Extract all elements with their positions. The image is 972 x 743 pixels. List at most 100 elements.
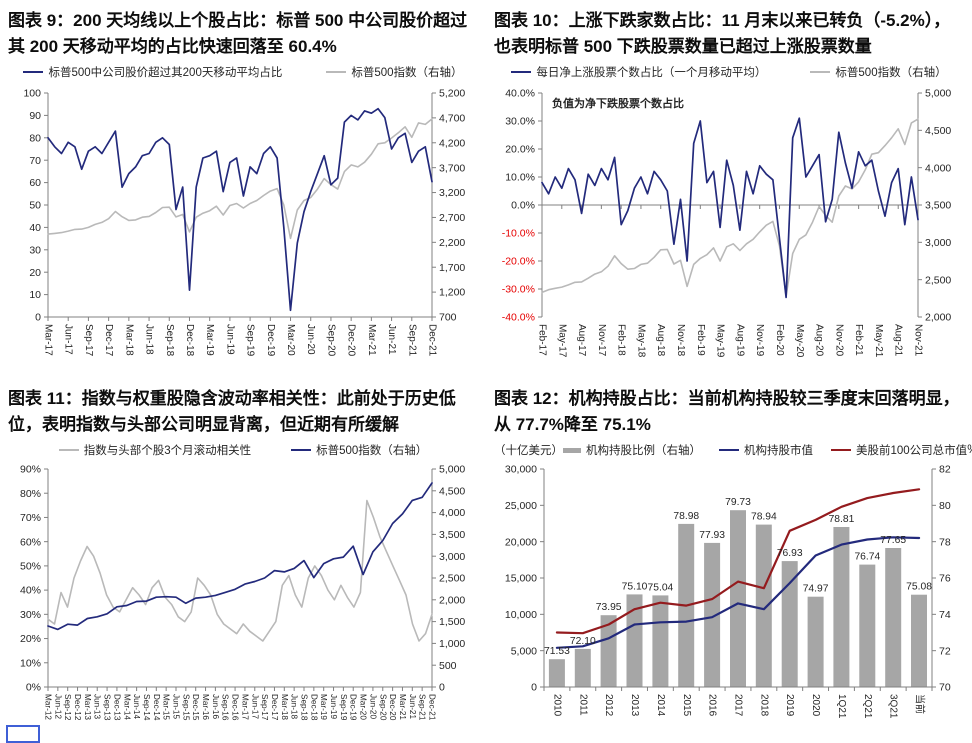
x-tick-label: Mar-16 xyxy=(201,694,210,720)
x-tick-label: 2016 xyxy=(707,694,718,717)
left-axis-tick-label: 20,000 xyxy=(505,536,537,548)
x-tick-label: Jun-21 xyxy=(408,694,417,719)
x-tick-label: Aug-20 xyxy=(814,324,825,357)
x-tick-label: Mar-21 xyxy=(398,694,407,720)
legend-line-swatch xyxy=(326,71,347,73)
right-axis-tick-label: 4,200 xyxy=(439,137,465,149)
left-axis-tick-label: -40.0% xyxy=(502,312,535,324)
legend-label: 美股前100公司总市值 xyxy=(856,445,968,457)
figure-10-chart: 每日净上涨股票个数占比（一个月移动平均） 标普500指数（右轴） 40.0% 30.0… xyxy=(494,63,964,371)
plot-annotation: 负值为净下跌股票个数占比 xyxy=(552,96,684,110)
x-tick-label: 2019 xyxy=(784,694,795,717)
bar xyxy=(807,596,824,687)
x-tick-label: 2015 xyxy=(681,694,692,717)
right-axis-tick-label: 4,000 xyxy=(925,162,951,174)
left-axis-tick-label: 0 xyxy=(35,312,41,324)
x-tick-label: Nov-18 xyxy=(675,324,686,357)
left-axis-tick-label: 5,000 xyxy=(511,645,537,657)
left-axis-tick-label: 30,000 xyxy=(505,464,537,476)
x-tick-label: Dec-18 xyxy=(184,324,195,357)
right-axis-tick-label: 4,500 xyxy=(925,125,951,137)
series-line xyxy=(47,482,433,631)
x-tick-label: May-18 xyxy=(635,324,646,358)
left-axis-tick-label: 0 xyxy=(531,682,537,694)
legend-label: 机构持股市值 xyxy=(744,445,813,457)
bar-value-label: 76.93 xyxy=(777,548,803,559)
bar xyxy=(574,648,591,687)
x-tick-label: Mar-15 xyxy=(162,694,171,720)
x-tick-label: May-20 xyxy=(794,324,805,358)
chart-legend: 每日净上涨股票个数占比（一个月移动平均） 标普500指数（右轴） xyxy=(494,63,964,81)
x-tick-label: Jun-16 xyxy=(211,694,220,719)
panel-figure-10: 图表 10：上涨下跌家数占比：11 月末以来已转负（-5.2%），也表明标普 5… xyxy=(486,0,972,378)
left-axis-tick-label: 40% xyxy=(20,585,41,597)
legend-items: 机构持股比例（右轴） 机构持股市值 美股前100公司总市值 xyxy=(563,442,967,458)
right-axis-tick-label: 4,700 xyxy=(439,112,465,124)
bar xyxy=(730,510,746,687)
bar xyxy=(626,594,643,687)
bar-value-label: 74.97 xyxy=(803,584,829,595)
x-tick-label: 2013 xyxy=(629,694,640,717)
x-tick-label: Jun-17 xyxy=(63,324,74,355)
x-tick-label: Sep-13 xyxy=(103,694,112,721)
legend-item: 标普500指数（右轴） xyxy=(326,64,463,80)
x-tick-label: 2010 xyxy=(551,694,562,717)
right-axis-tick-label: 0 xyxy=(439,682,445,694)
x-tick-label: Dec-14 xyxy=(152,694,161,721)
left-axis-tick-label: -10.0% xyxy=(502,228,535,240)
bar-value-label: 75.10 xyxy=(622,581,648,592)
x-tick-label: 2011 xyxy=(577,694,588,716)
bar-value-label: 73.95 xyxy=(596,602,622,613)
legend-item: 指数与头部个股3个月滚动相关性 xyxy=(58,442,251,458)
series-line xyxy=(47,499,433,642)
bar-value-label: 75.04 xyxy=(648,582,674,593)
x-tick-label: Jun-20 xyxy=(305,324,316,355)
x-tick-label: 2Q21 xyxy=(862,694,873,719)
right-axis-unit: % xyxy=(967,444,972,456)
series-line xyxy=(541,117,919,299)
left-axis-tick-label: 10 xyxy=(29,289,41,301)
left-axis-tick-label: 15,000 xyxy=(505,573,537,585)
legend-line-swatch xyxy=(831,449,851,451)
figure-9-chart: 标普500中公司股价超过其200天移动平均占比 标普500指数（右轴） 100 90 8… xyxy=(8,63,478,371)
right-axis-tick-label: 72 xyxy=(939,645,951,657)
x-tick-label: Feb-20 xyxy=(774,324,785,356)
left-axis-tick-label: 90 xyxy=(29,110,41,122)
left-axis-tick-label: 30.0% xyxy=(505,116,535,128)
legend-item: 美股前100公司总市值 xyxy=(831,442,967,458)
left-axis-tick-label: 90% xyxy=(20,464,41,476)
x-tick-label: Jun-15 xyxy=(172,694,181,719)
x-tick-label: Dec-12 xyxy=(73,694,82,721)
right-axis-tick-label: 1,700 xyxy=(439,262,465,274)
figure-9-title: 图表 9：200 天均线以上个股占比：标普 500 中公司股价超过其 200 天… xyxy=(8,11,468,56)
legend-label: 标普500指数（右轴） xyxy=(316,445,428,457)
left-axis-tick-label: 40.0% xyxy=(505,88,535,100)
chart-plot: 40.0% 30.0% 20.0% 10.0% 0.0% -10.0% -20.0% -30.… xyxy=(502,88,952,358)
legend-line-swatch xyxy=(719,449,739,451)
left-axis-tick-label: 60 xyxy=(29,177,41,189)
x-tick-label: 3Q21 xyxy=(888,694,899,719)
right-axis-tick-label: 74 xyxy=(939,609,951,621)
left-axis-tick-label: 30% xyxy=(20,609,41,621)
legend-label: 每日净上涨股票个数占比（一个月移动平均） xyxy=(536,67,767,79)
x-tick-label: 当前 xyxy=(914,694,927,714)
right-axis-tick-label: 76 xyxy=(939,573,951,585)
right-axis-tick-label: 5,000 xyxy=(925,88,951,100)
panel-figure-11: 图表 11：指数与权重股隐含波动率相关性：此前处于历史低位，表明指数与头部公司明… xyxy=(0,378,486,739)
x-tick-label: May-17 xyxy=(556,324,567,358)
right-axis-tick-label: 2,700 xyxy=(439,212,465,224)
bar xyxy=(833,527,850,687)
legend-line-swatch xyxy=(58,449,79,451)
bar xyxy=(600,615,617,687)
right-axis-tick-label: 82 xyxy=(939,464,951,476)
left-axis-unit: （十亿美元） xyxy=(494,445,563,457)
right-axis-tick-label: 3,200 xyxy=(439,187,465,199)
right-axis-tick-label: 2,000 xyxy=(439,594,465,606)
x-tick-label: Dec-20 xyxy=(388,694,397,721)
x-tick-label: Sep-15 xyxy=(181,694,190,721)
x-tick-label: 2012 xyxy=(603,694,614,717)
x-tick-label: Sep-12 xyxy=(63,694,72,721)
left-axis-tick-label: -20.0% xyxy=(502,256,535,268)
